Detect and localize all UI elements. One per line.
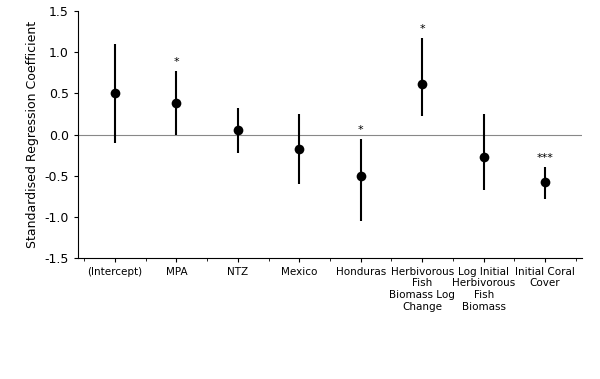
Text: *: * [358,125,364,135]
Y-axis label: Standardised Regression Coefficient: Standardised Regression Coefficient [26,21,39,248]
Text: *: * [173,57,179,67]
Text: *: * [419,24,425,34]
Text: ***: *** [536,153,554,163]
